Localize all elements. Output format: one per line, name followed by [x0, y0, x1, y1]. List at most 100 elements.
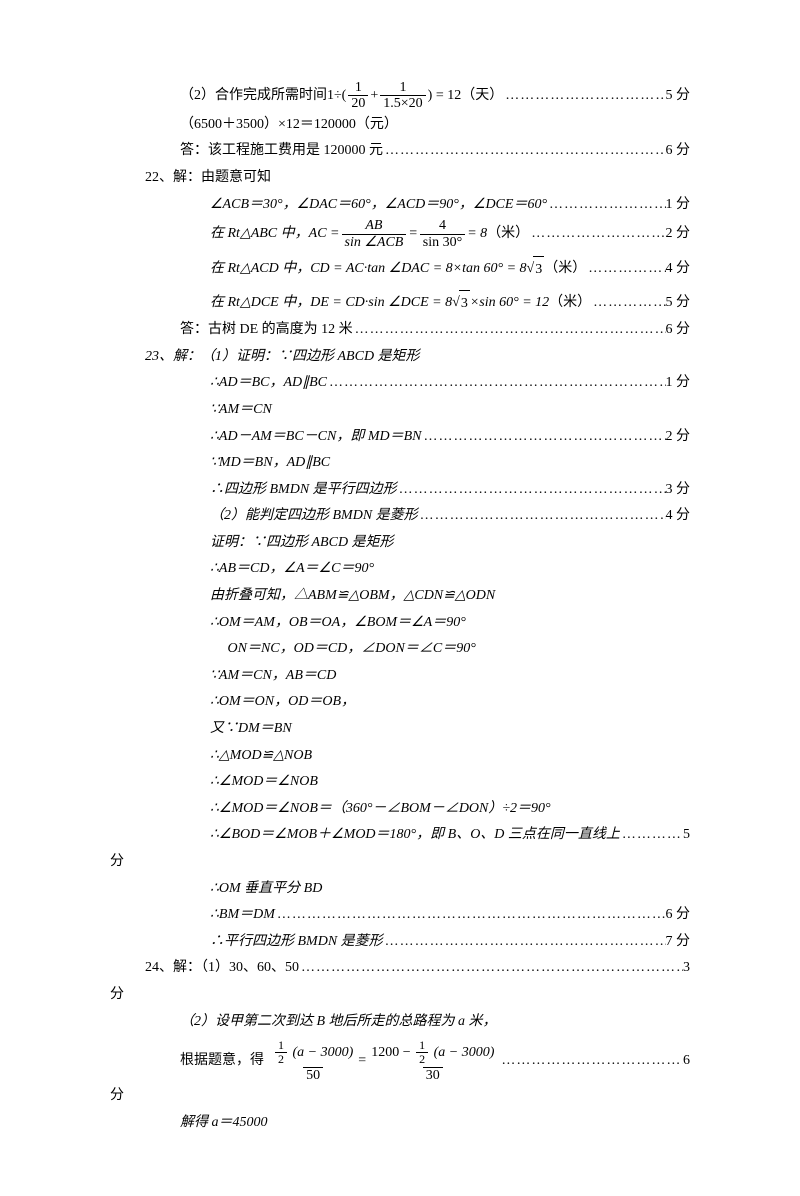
p21-l2: （6500＋3500）×12＝120000（元） — [110, 112, 690, 139]
p24-l4: 解得 a＝45000 — [110, 1110, 690, 1137]
text: （天） — [461, 83, 503, 110]
pts: 1 分 — [666, 192, 691, 219]
text: ∵MD＝BN，AD∥BC — [210, 450, 330, 477]
p23-l2: ∵AM＝CN — [110, 397, 690, 424]
dots — [620, 822, 683, 849]
text: （米） — [549, 290, 591, 317]
text: 答：古树 DE 的高度为 12 米 — [180, 317, 353, 344]
text: （2）设甲第二次到达 B 地后所走的总路程为 a 米， — [180, 1009, 497, 1036]
text: （6500＋3500）×12＝120000（元） — [180, 112, 398, 139]
p23-l16: ∴∠MOD＝∠NOB — [110, 769, 690, 796]
text: 根据题意，得 — [180, 1048, 264, 1075]
text: ∴∠BOD＝∠MOB＋∠MOD＝180°，即 B、O、D 三点在同一直线上 — [210, 822, 620, 849]
text: 分 — [110, 849, 124, 876]
frac-right: 1200 − 1 2 (a − 3000) 30 — [368, 1039, 497, 1083]
dots — [499, 1048, 683, 1075]
dots — [586, 256, 665, 283]
frac: 1 1.5×20 — [380, 80, 425, 112]
dots — [353, 317, 666, 344]
pts: 6 分 — [666, 138, 691, 165]
text: ∴四边形 BMDN 是平行四边形 — [210, 477, 397, 504]
pts: 2 分 — [666, 424, 691, 451]
dots — [383, 138, 666, 165]
text: 24、解：（1）30、60、50 — [145, 955, 299, 982]
text: ∴AD－AM＝BC－CN，即 MD＝BN — [210, 424, 422, 451]
p23-l21: ∴平行四边形 BMDN 是菱形 7 分 — [110, 929, 690, 956]
den: 50 — [303, 1067, 323, 1083]
eq: = — [408, 221, 417, 248]
text: ∴OM＝ON，OD＝OB， — [210, 689, 355, 716]
p23-l11: ON＝NC，OD＝CD，∠DON＝∠C＝90° — [110, 636, 690, 663]
root: 3 — [459, 290, 470, 318]
dots — [529, 221, 665, 248]
p23-l9: 由折叠可知，△ABM≌△OBM，△CDN≌△ODN — [110, 583, 690, 610]
text: 在 Rt△ACD 中， — [210, 256, 310, 283]
text: 答：该工程施工费用是 120000 元 — [180, 138, 383, 165]
p22-l3: 在 Rt△ACD 中， CD = AC·tan ∠DAC = 8×tan 60°… — [110, 256, 690, 284]
pts: 3 分 — [666, 477, 691, 504]
text: （2）合作完成所需时间 — [180, 83, 327, 110]
p23-l5: ∴四边形 BMDN 是平行四边形 3 分 — [110, 477, 690, 504]
pts: 6 分 — [666, 317, 691, 344]
text: 在 Rt△ABC 中， — [210, 221, 309, 248]
text: 23、解：（1）证明：∵四边形 ABCD 是矩形 — [145, 344, 420, 371]
text: 分 — [110, 982, 124, 1009]
text: ∠ACB＝30°，∠DAC＝60°，∠ACD＝90°，∠DCE＝60° — [210, 192, 547, 219]
dots — [327, 370, 665, 397]
text: 解得 a＝45000 — [180, 1110, 268, 1137]
p23-l13: ∴OM＝ON，OD＝OB， — [110, 689, 690, 716]
p23-l10: ∴OM＝AM，OB＝OA，∠BOM＝∠A＝90° — [110, 610, 690, 637]
text: ON＝NC，OD＝CD，∠DON＝∠C＝90° — [210, 636, 476, 663]
text: 在 Rt△DCE 中， — [210, 290, 310, 317]
pts: 4 分 — [666, 503, 691, 530]
pts: 5 分 — [666, 290, 691, 317]
p21-l1: （2）合作完成所需时间 1÷( 1 20 + 1 1.5×20 ) = 12 （… — [110, 80, 690, 112]
p24-head: 24、解：（1）30、60、50 3 — [110, 955, 690, 982]
p23-l18: ∴∠BOD＝∠MOB＋∠MOD＝180°，即 B、O、D 三点在同一直线上 5 — [110, 822, 690, 849]
p23-fen: 分 — [110, 849, 690, 876]
dots — [418, 503, 666, 530]
p23-l12: ∵AM＝CN，AB＝CD — [110, 663, 690, 690]
math: CD = AC·tan ∠DAC = 8×tan 60° = 8 — [310, 256, 526, 283]
p24-l3: 根据题意，得 1 2 (a − 3000) 50 = 1200 − 1 2 (a… — [110, 1039, 690, 1083]
dots — [383, 929, 666, 956]
text: ∴BM＝DM — [210, 902, 275, 929]
pts: 1 分 — [666, 370, 691, 397]
num: 1 2 (a − 3000) — [270, 1039, 356, 1066]
text: ∵AM＝CN，AB＝CD — [210, 663, 336, 690]
text: 由折叠可知，△ABM≌△OBM，△CDN≌△ODN — [210, 583, 495, 610]
text: ∵AM＝CN — [210, 397, 272, 424]
eq: = — [358, 1048, 366, 1075]
frac: AB sin ∠ACB — [342, 218, 407, 250]
pts: 7 分 — [666, 929, 691, 956]
p22-l2: 在 Rt△ABC 中， AC = AB sin ∠ACB = 4 sin 30°… — [110, 218, 690, 250]
text: ∴△MOD≌△NOB — [210, 743, 312, 770]
text: ∴AB＝CD，∠A＝∠C＝90° — [210, 556, 374, 583]
p21-l3: 答：该工程施工费用是 120000 元 6 分 — [110, 138, 690, 165]
pts: 5 分 — [666, 83, 691, 110]
p24-l2: （2）设甲第二次到达 B 地后所走的总路程为 a 米， — [110, 1009, 690, 1036]
pts: 4 分 — [666, 256, 691, 283]
dots — [397, 477, 666, 504]
pts: 5 — [683, 822, 690, 849]
p23-l14: 又∵DM＝BN — [110, 716, 690, 743]
text: ∴∠MOD＝∠NOB＝（360°－∠BOM－∠DON）÷2＝90° — [210, 796, 551, 823]
const: 1200 − — [371, 1045, 414, 1060]
half: 1 2 — [275, 1039, 287, 1066]
p23-head: 23、解：（1）证明：∵四边形 ABCD 是矩形 — [110, 344, 690, 371]
p23-l7: 证明：∵四边形 ABCD 是矩形 — [110, 530, 690, 557]
num: 1200 − 1 2 (a − 3000) — [368, 1039, 497, 1066]
root: 3 — [533, 256, 544, 284]
math: = 8 — [467, 221, 487, 248]
frac: 4 sin 30° — [420, 218, 465, 250]
p23-l19: ∴OM 垂直平分 BD — [110, 876, 690, 903]
math: ) = 12 — [428, 83, 462, 110]
p24-fen1: 分 — [110, 982, 690, 1009]
text: ∴平行四边形 BMDN 是菱形 — [210, 929, 383, 956]
expr: (a − 3000) — [434, 1045, 495, 1060]
dots — [503, 83, 665, 110]
p23-l1: ∴AD＝BC，AD∥BC 1 分 — [110, 370, 690, 397]
math: DE = CD·sin ∠DCE = 8 — [310, 290, 452, 317]
dots — [591, 290, 665, 317]
text: 22、解：由题意可知 — [145, 165, 271, 192]
